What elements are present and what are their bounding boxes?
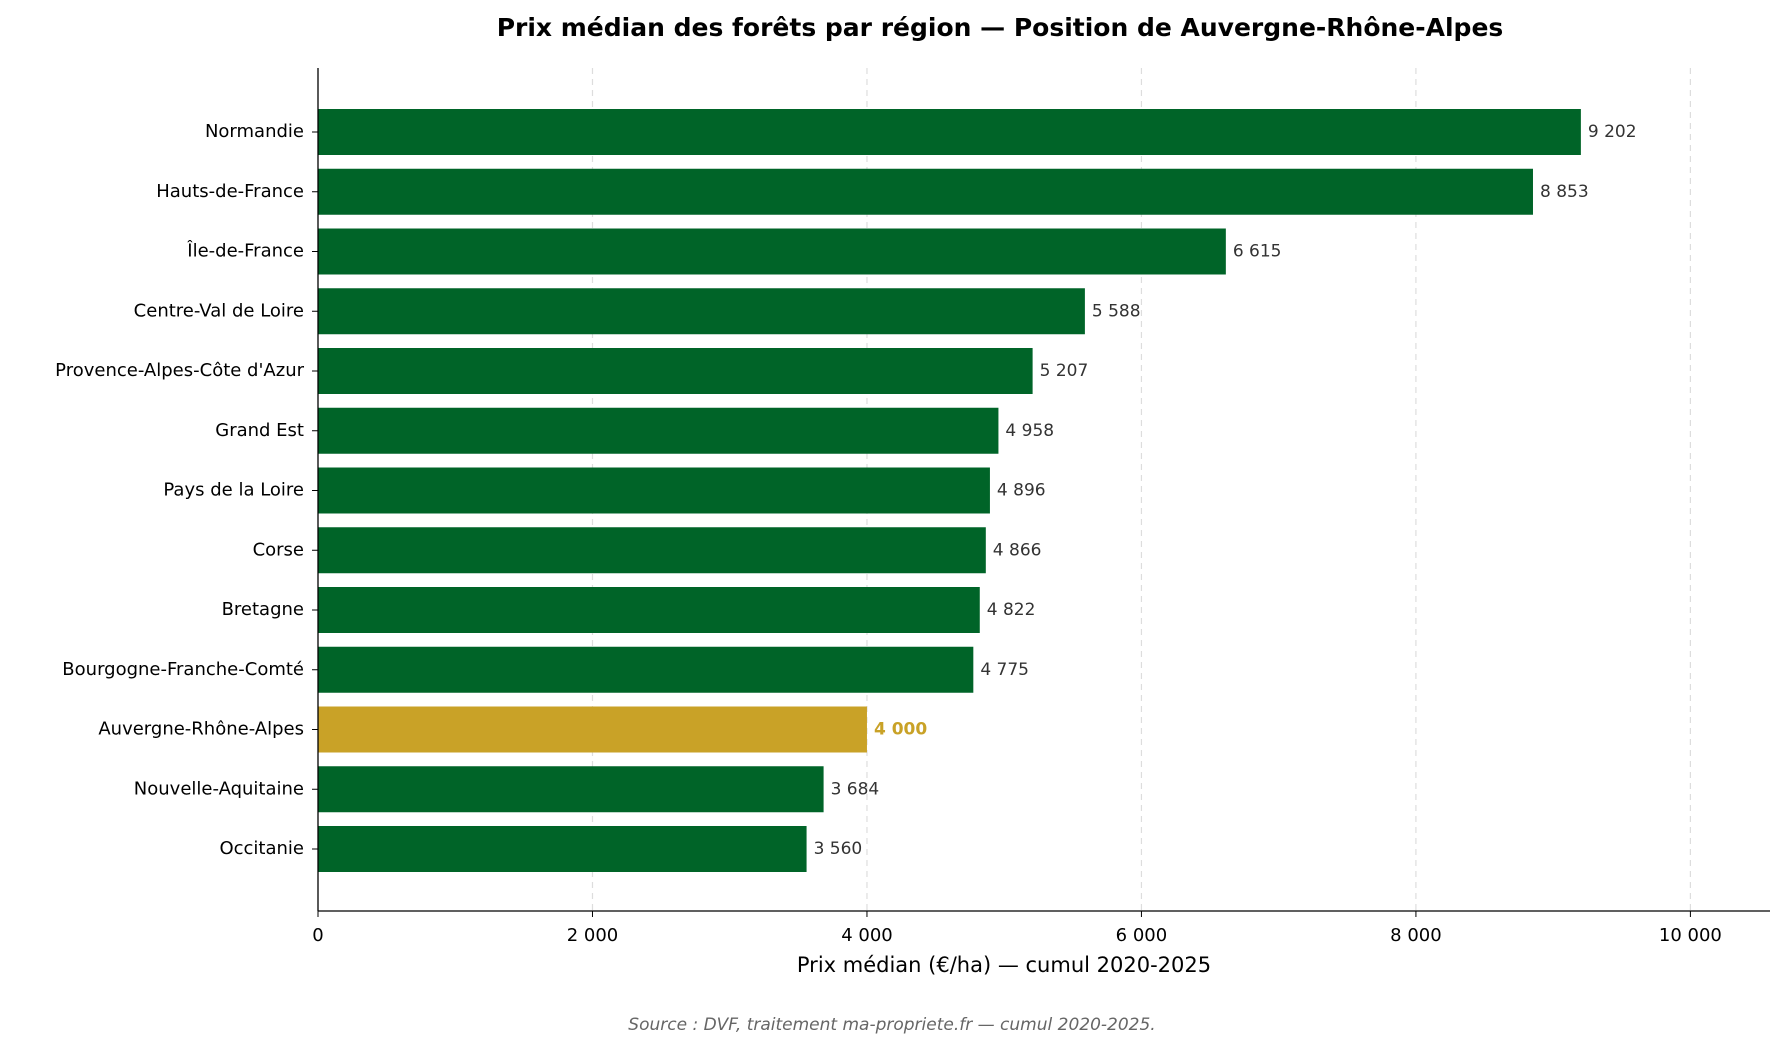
y-tick-label: Grand Est xyxy=(215,420,304,441)
value-label: 3 684 xyxy=(831,779,880,799)
y-tick-label: Occitanie xyxy=(219,838,304,859)
value-label: 6 615 xyxy=(1233,242,1282,262)
value-label: 3 560 xyxy=(814,839,863,859)
y-tick-label: Provence-Alpes-Côte d'Azur xyxy=(55,360,304,381)
value-label: 4 000 xyxy=(874,720,927,740)
x-tick-label: 2 000 xyxy=(567,925,619,946)
bar xyxy=(318,407,999,454)
bar xyxy=(318,109,1581,155)
bar xyxy=(318,587,980,633)
y-tick-label: Centre-Val de Loire xyxy=(134,300,304,321)
value-label: 4 775 xyxy=(980,660,1029,680)
x-tick-label: 0 xyxy=(312,925,323,946)
y-tick-label: Normandie xyxy=(205,121,304,142)
y-tick-label: Bretagne xyxy=(222,599,304,620)
x-tick-label: 6 000 xyxy=(1116,925,1168,946)
chart-title: Prix médian des forêts par région — Posi… xyxy=(497,13,1504,42)
bar xyxy=(318,288,1085,335)
y-tick-label: Corse xyxy=(253,539,304,560)
bar xyxy=(318,228,1226,275)
x-tick-label: 10 000 xyxy=(1659,925,1722,946)
y-tick-label: Nouvelle-Aquitaine xyxy=(134,778,304,799)
bar xyxy=(318,766,824,813)
x-tick-label: 4 000 xyxy=(841,925,893,946)
bar xyxy=(318,646,974,693)
bar xyxy=(318,348,1033,394)
value-label: 4 822 xyxy=(987,600,1036,620)
y-tick-label: Pays de la Loire xyxy=(163,480,304,501)
bar xyxy=(318,168,1533,215)
value-label: 8 853 xyxy=(1540,182,1589,202)
bar xyxy=(318,826,807,872)
y-tick-label: Auvergne-Rhône-Alpes xyxy=(98,719,304,740)
y-tick-label: Île-de-France xyxy=(186,240,304,262)
value-label: 5 588 xyxy=(1092,301,1141,321)
source-note: Source : DVF, traitement ma-propriete.fr… xyxy=(628,1015,1155,1035)
value-label: 4 896 xyxy=(997,481,1046,501)
x-tick-label: 8 000 xyxy=(1390,925,1442,946)
x-axis-label: Prix médian (€/ha) — cumul 2020-2025 xyxy=(797,953,1211,977)
value-label: 9 202 xyxy=(1588,122,1637,142)
value-label: 4 958 xyxy=(1005,421,1054,441)
y-tick-label: Bourgogne-Franche-Comté xyxy=(62,659,304,680)
value-label: 4 866 xyxy=(993,540,1042,560)
y-tick-label: Hauts-de-France xyxy=(156,181,304,202)
bar xyxy=(318,467,990,514)
bar xyxy=(318,527,986,574)
bar xyxy=(318,706,867,753)
value-label: 5 207 xyxy=(1040,361,1089,381)
